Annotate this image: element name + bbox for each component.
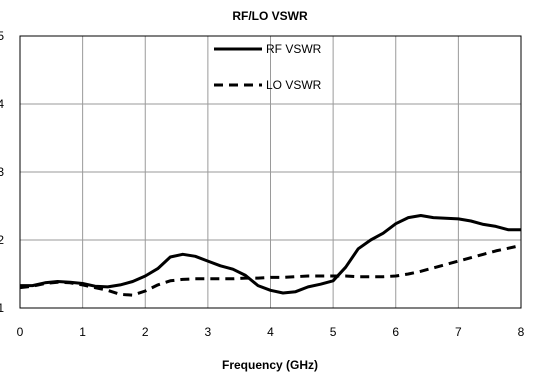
x-tick-label: 7 xyxy=(455,325,462,339)
gridlines xyxy=(19,35,522,309)
chart-title: RF/LO VSWR xyxy=(232,9,308,23)
x-tick-label: 8 xyxy=(518,325,525,339)
x-tick-label: 5 xyxy=(330,325,337,339)
x-axis-label: Frequency (GHz) xyxy=(222,358,318,372)
y-tick-label: 4 xyxy=(0,97,4,111)
series-line-rf-vswr xyxy=(20,214,521,295)
x-tick-label: 2 xyxy=(142,325,149,339)
x-tick-label: 1 xyxy=(79,325,86,339)
y-tick-label: 1 xyxy=(0,301,4,315)
series-line-lo-vswr xyxy=(19,243,522,297)
y-tick-labels: 1 2 3 4 5 xyxy=(0,29,4,315)
x-tick-label: 6 xyxy=(392,325,399,339)
legend-label-rf-vswr: RF VSWR xyxy=(266,42,322,56)
series-lines xyxy=(19,214,522,297)
x-tick-label: 3 xyxy=(205,325,212,339)
x-tick-labels: 0 1 2 3 4 5 6 7 8 xyxy=(17,325,525,339)
x-tick-label: 4 xyxy=(267,325,274,339)
x-tick-label: 0 xyxy=(17,325,24,339)
plot-area-border xyxy=(19,35,522,309)
y-tick-label: 2 xyxy=(0,233,4,247)
legend-label-lo-vswr: LO VSWR xyxy=(266,78,322,92)
y-tick-label: 3 xyxy=(0,165,4,179)
y-tick-label: 5 xyxy=(0,29,4,43)
legend: RF VSWR LO VSWR xyxy=(214,42,322,92)
